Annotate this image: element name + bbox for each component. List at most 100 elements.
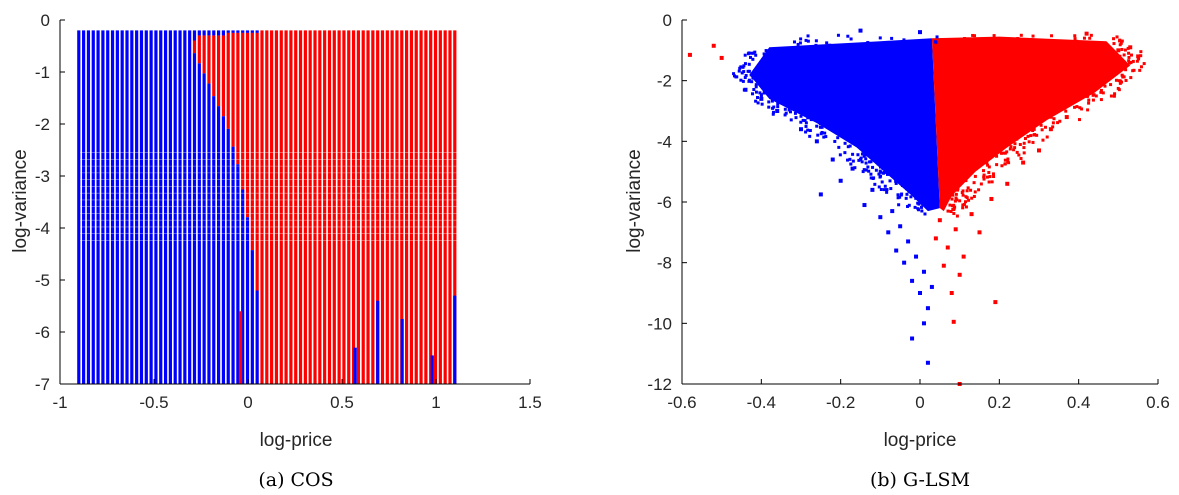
glsm-fringe-point [923, 212, 927, 216]
glsm-fringe-point [894, 181, 898, 185]
glsm-fringe-point [1088, 36, 1092, 40]
glsm-fringe-point [967, 198, 971, 202]
glsm-fringe-point [1129, 76, 1133, 80]
glsm-fringe-point [754, 53, 758, 57]
glsm-fringe-point [1109, 94, 1113, 98]
glsm-fringe-point [883, 184, 887, 188]
glsm-x-tick-label: 0.2 [988, 393, 1012, 412]
glsm-fringe-point [1051, 121, 1055, 125]
glsm-fringe-point [961, 206, 965, 210]
glsm-fringe-point [739, 78, 743, 82]
glsm-fringe-point [1082, 36, 1086, 40]
glsm-fringe-point [869, 172, 873, 176]
glsm-outlier-point [918, 30, 922, 35]
glsm-fringe-point [1132, 68, 1136, 72]
glsm-outlier-point [921, 321, 926, 326]
glsm-fringe-point [921, 43, 925, 47]
glsm-fringe-point [828, 43, 832, 47]
glsm-fringe-point [958, 199, 962, 203]
cos-x-tick-label: 0 [243, 393, 252, 412]
glsm-fringe-point [743, 76, 747, 80]
glsm-fringe-point [861, 170, 865, 174]
glsm-fringe-point [1099, 90, 1103, 94]
glsm-fringe-point [913, 205, 917, 209]
glsm-fringe-point [806, 116, 810, 120]
glsm-x-tick-label: 0.6 [1146, 393, 1170, 412]
glsm-x-tick-label: 0 [915, 393, 924, 412]
glsm-fringe-point [789, 106, 793, 110]
glsm-fringe-point [972, 194, 976, 198]
glsm-fringe-point [1139, 54, 1143, 58]
glsm-outlier-point [687, 52, 692, 57]
glsm-fringe-point [1026, 134, 1030, 138]
cos-y-tick-label: -3 [35, 167, 50, 186]
glsm-fringe-point [988, 175, 992, 179]
glsm-fringe-point [848, 144, 852, 148]
glsm-fringe-point [953, 205, 957, 209]
glsm-outlier-point [1064, 115, 1069, 120]
glsm-fringe-point [1139, 65, 1143, 69]
glsm-outlier-point [921, 269, 926, 274]
glsm-fringe-point [816, 120, 820, 124]
glsm-x-tick-label: 0.4 [1067, 393, 1091, 412]
glsm-fringe-point [776, 105, 780, 109]
glsm-fringe-point [1018, 143, 1022, 147]
glsm-fringe-point [860, 160, 864, 164]
glsm-fringe-point [986, 163, 990, 167]
glsm-outlier-point [743, 87, 748, 92]
cos-y-tick-label: -4 [35, 219, 50, 238]
glsm-fringe-point [1012, 148, 1016, 152]
glsm-fringe-point [1131, 59, 1135, 63]
glsm-fringe-point [944, 40, 948, 44]
glsm-fringe-point [1073, 37, 1077, 41]
glsm-fringe-point [896, 196, 900, 200]
glsm-fringe-point [914, 196, 918, 200]
glsm-outlier-point [751, 75, 756, 80]
glsm-fringe-point [762, 91, 766, 95]
glsm-fringe-point [871, 176, 875, 180]
glsm-fringe-point [999, 43, 1003, 47]
glsm-fringe-point [951, 208, 955, 212]
glsm-fringe-point [804, 124, 808, 128]
glsm-subtitle: (b) G-LSM [870, 469, 970, 491]
glsm-fringe-point [1022, 146, 1026, 150]
glsm-fringe-point [846, 158, 850, 162]
glsm-fringe-point [762, 52, 766, 56]
glsm-outlier-point [775, 109, 780, 113]
glsm-fringe-point [1008, 147, 1012, 151]
glsm-fringe-point [940, 38, 944, 42]
glsm-fringe-point [754, 83, 758, 87]
cos-x-tick-label: -1 [52, 393, 67, 412]
cos-x-axis-label: log-price [260, 430, 333, 451]
glsm-y-axis-label: log-variance [624, 149, 645, 253]
glsm-fringe-point [747, 51, 751, 55]
glsm-fringe-point [776, 102, 780, 106]
cos-y-tick-label: 0 [41, 11, 50, 30]
glsm-fringe-point [992, 175, 996, 179]
glsm-fringe-point [964, 205, 968, 209]
glsm-fringe-point [784, 111, 788, 115]
glsm-fringe-point [788, 110, 792, 114]
glsm-fringe-point [972, 181, 976, 185]
glsm-fringe-point [951, 193, 955, 197]
glsm-fringe-point [995, 163, 999, 167]
glsm-fringe-point [1112, 94, 1116, 98]
glsm-outlier-point [878, 215, 883, 220]
glsm-fringe-point [987, 170, 991, 174]
glsm-fringe-point [972, 34, 976, 38]
glsm-fringe-point [1031, 129, 1035, 133]
glsm-fringe-point [793, 111, 797, 115]
glsm-fringe-point [900, 192, 904, 196]
glsm-fringe-point [833, 139, 837, 143]
glsm-fringe-point [954, 196, 958, 200]
glsm-y-tick-label: 0 [663, 11, 672, 30]
glsm-fringe-point [905, 192, 909, 196]
glsm-fringe-point [836, 136, 840, 140]
glsm-fringe-point [898, 195, 902, 199]
glsm-outlier-point [914, 254, 919, 259]
glsm-fringe-point [1058, 119, 1062, 123]
glsm-fringe-point [964, 200, 968, 204]
glsm-y-tick-label: -6 [657, 193, 672, 212]
glsm-fringe-point [950, 197, 954, 201]
glsm-fringe-point [1002, 151, 1006, 155]
